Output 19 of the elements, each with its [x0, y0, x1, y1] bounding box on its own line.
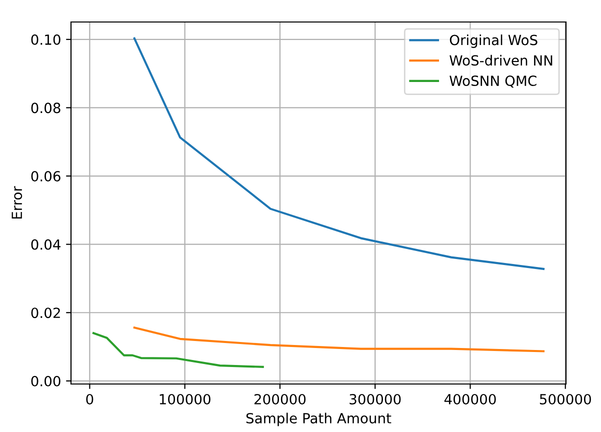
- y-tick-label: 0.06: [31, 170, 60, 182]
- x-tick-label: 200000: [254, 394, 306, 404]
- x-tick-label: 300000: [350, 394, 401, 404]
- y-axis-title: Error: [12, 186, 22, 219]
- x-tick-label: 400000: [444, 394, 496, 404]
- y-tick-label: 0.02: [31, 308, 60, 318]
- line-series: [133, 326, 545, 352]
- y-tick-label: 0.04: [31, 239, 60, 250]
- x-tick-label: 0: [86, 394, 94, 404]
- y-tick-label: 0.00: [31, 376, 60, 386]
- legend-label: WoS-driven NN: [450, 54, 552, 66]
- line-series: [92, 332, 264, 368]
- legend-label: Original WoS: [450, 34, 538, 48]
- x-tick-label: 500000: [540, 394, 591, 404]
- legend-label: WoSNN QMC: [450, 76, 536, 88]
- x-tick-label: 100000: [160, 394, 210, 404]
- x-axis-title: Sample Path Amount: [246, 412, 392, 426]
- y-tick-label: 0.10: [31, 34, 60, 45]
- y-tick-label: 0.08: [31, 102, 60, 114]
